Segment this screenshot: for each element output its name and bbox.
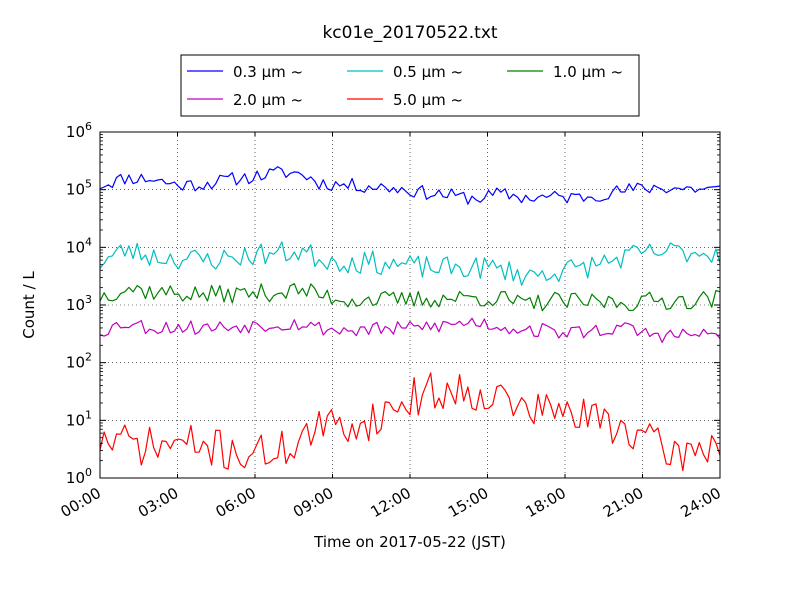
chart-title: kc01e_20170522.txt (322, 23, 497, 43)
y-tick-label: 105 (66, 178, 92, 199)
y-tick-label: 104 (66, 235, 92, 256)
series-line-4 (99, 372, 721, 472)
legend-label: 0.5 μm ~ (393, 63, 463, 81)
series-line-3 (99, 317, 721, 343)
legend: 0.3 μm ~ 0.5 μm ~ 1.0 μm ~ 2.0 μm ~ 5.0 μm ~ (180, 54, 640, 117)
legend-box (180, 54, 640, 117)
series-group (99, 166, 721, 472)
x-axis-label: Time on 2017-05-22 (JST) (313, 533, 506, 551)
legend-label: 0.3 μm ~ (233, 63, 303, 81)
series-line-1 (99, 241, 721, 286)
series-line-2 (99, 283, 721, 312)
y-tick-label: 103 (66, 293, 92, 314)
y-tick-label: 101 (66, 408, 92, 429)
y-tick-label: 100 (66, 466, 92, 487)
y-tick-label: 102 (66, 351, 92, 372)
legend-label: 2.0 μm ~ (233, 91, 303, 109)
y-tick-label: 106 (66, 120, 92, 141)
legend-label: 1.0 μm ~ (553, 63, 623, 81)
legend-label: 5.0 μm ~ (393, 91, 463, 109)
y-axis-label: Count / L (20, 271, 38, 339)
grid (100, 132, 720, 478)
series-line-0 (99, 166, 721, 205)
